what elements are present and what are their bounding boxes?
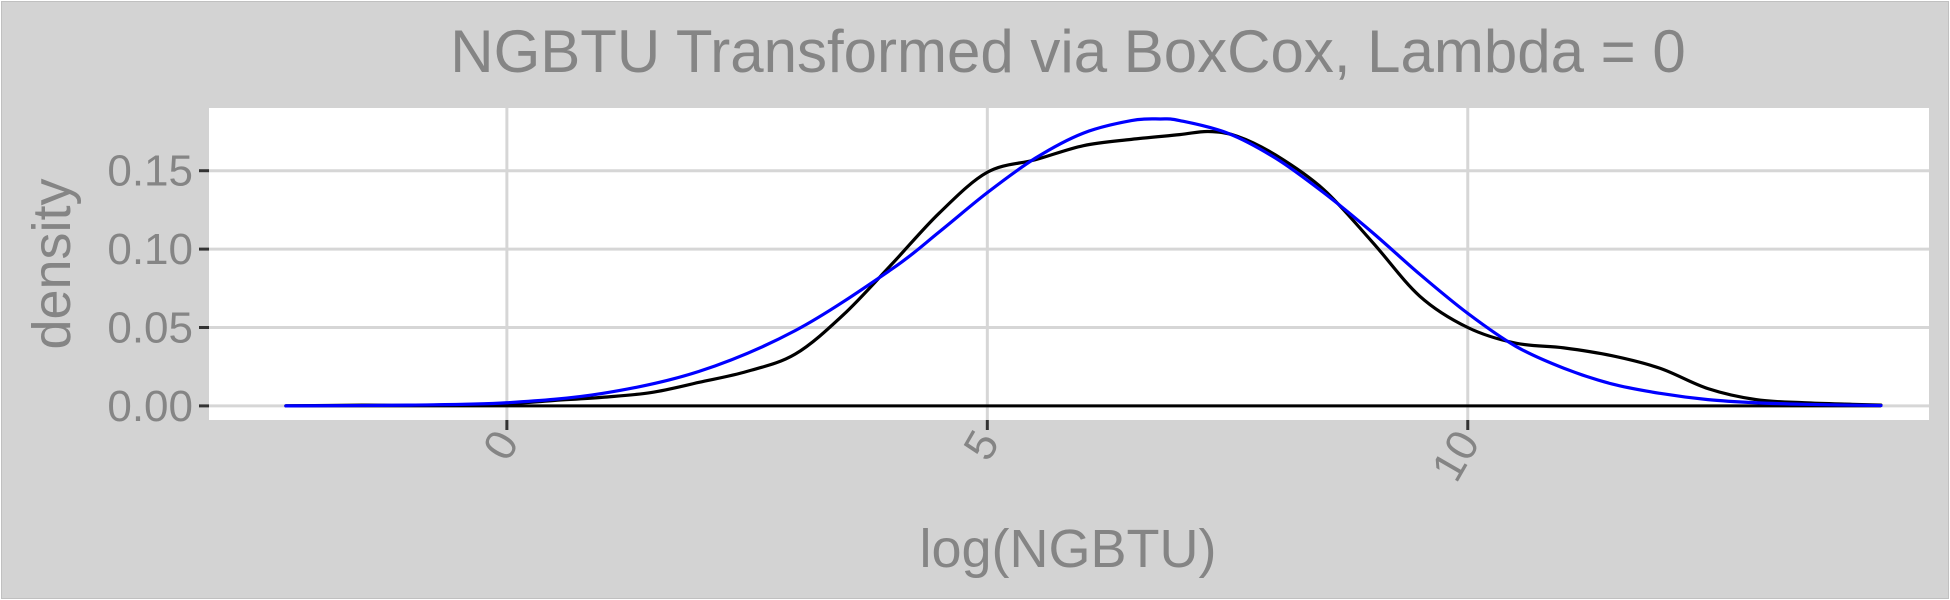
plot-panel bbox=[209, 108, 1929, 420]
x-tick-label: 0 bbox=[474, 423, 529, 469]
y-tick-label: 0.00 bbox=[107, 382, 193, 431]
chart-title: NGBTU Transformed via BoxCox, Lambda = 0 bbox=[450, 18, 1686, 85]
y-tick-label: 0.10 bbox=[107, 225, 193, 274]
normal-fit-line bbox=[284, 117, 1883, 408]
y-tick-label: 0.15 bbox=[107, 147, 193, 196]
kernel-density-line bbox=[284, 129, 1883, 408]
x-tick-label: 10 bbox=[1423, 423, 1490, 490]
y-axis-label: density bbox=[22, 178, 82, 349]
x-tick-label: 5 bbox=[954, 423, 1009, 469]
x-axis-label: log(NGBTU) bbox=[919, 519, 1216, 579]
y-tick-label: 0.05 bbox=[107, 303, 193, 352]
density-series bbox=[284, 117, 1883, 408]
